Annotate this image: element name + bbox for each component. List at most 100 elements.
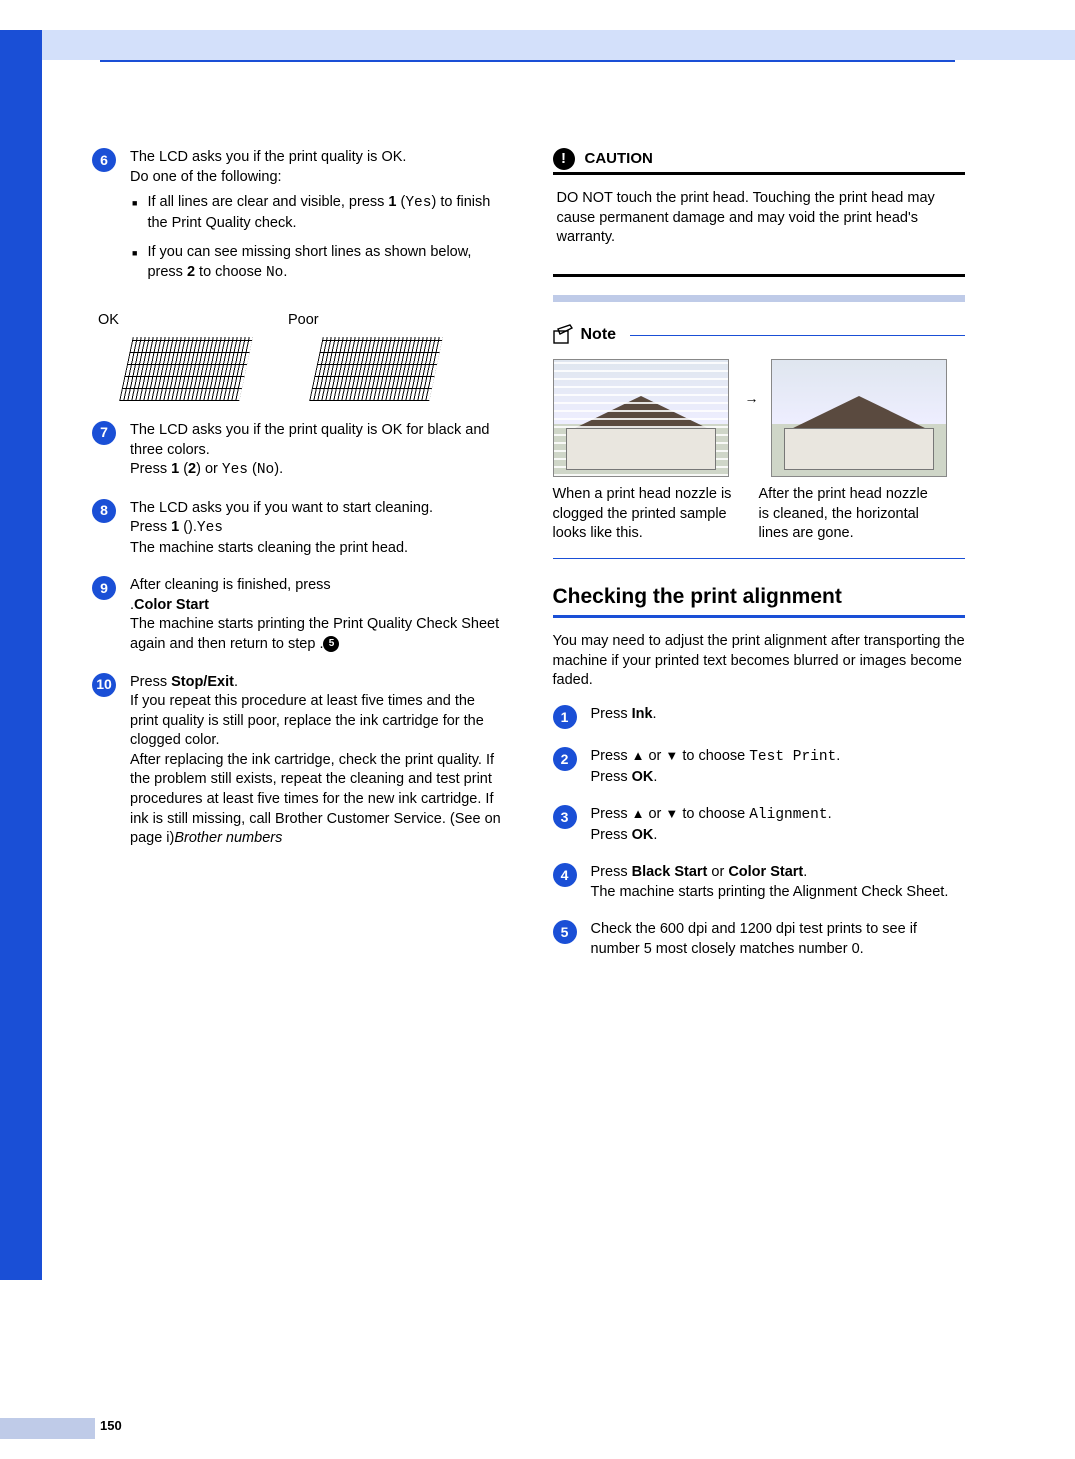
left-column: 6 The LCD asks you if the print quality …	[92, 148, 505, 978]
house-clean	[771, 359, 947, 477]
steps-7-10: 7 The LCD asks you if the print quality …	[92, 421, 505, 849]
step-line: Press ▲ or ▼ to choose Test Print.	[591, 747, 966, 768]
note-rule	[630, 335, 965, 336]
step-body: Press Stop/Exit.If you repeat this proce…	[130, 673, 505, 849]
step-line: Press 1 (2) or Yes (No).	[130, 460, 505, 481]
step-line: The machine starts cleaning the print he…	[130, 539, 505, 559]
caution-title: CAUTION	[585, 149, 653, 169]
note-caption-left: When a print head nozzle is clogged the …	[553, 485, 733, 544]
step-line: The LCD asks you if the print quality is…	[130, 421, 505, 460]
step-number: 3	[553, 805, 577, 829]
step-line: Press ▲ or ▼ to choose Alignment.	[591, 805, 966, 826]
step-number: 9	[92, 576, 116, 600]
step-line: Press Black Start or Color Start.	[591, 863, 966, 883]
step-body: Press Ink.	[591, 705, 966, 725]
align-step-4: 4 Press Black Start or Color Start.The m…	[553, 863, 966, 902]
caution-box: ! CAUTION DO NOT touch the print head. T…	[553, 148, 966, 277]
poor-label: Poor	[288, 311, 478, 331]
step-line: If you repeat this procedure at least fi…	[130, 692, 505, 751]
section-heading: Checking the print alignment	[553, 583, 966, 618]
lcd-value: Yes	[405, 195, 431, 211]
ok-pattern	[119, 337, 253, 401]
step-number: 5	[553, 920, 577, 944]
ok-sample: OK	[98, 311, 288, 401]
step-6: 6 The LCD asks you if the print quality …	[92, 148, 505, 293]
step-line: .Color Start	[130, 596, 505, 616]
poor-pattern	[309, 337, 443, 401]
ok-label: OK	[98, 311, 288, 331]
step-number: 4	[553, 863, 577, 887]
step-line: Check the 600 dpi and 1200 dpi test prin…	[591, 920, 966, 959]
step-line: The machine starts printing the Print Qu…	[130, 615, 505, 654]
step-line: Press Stop/Exit.	[130, 673, 505, 693]
step-line: Press Ink.	[591, 705, 966, 725]
key-2: 2	[187, 264, 195, 280]
key-1: 1	[388, 194, 396, 210]
text: .	[283, 264, 287, 280]
note-captions: When a print head nozzle is clogged the …	[553, 485, 966, 544]
note-caption-right: After the print head nozzle is cleaned, …	[759, 485, 939, 544]
step-body: After cleaning is finished, press .Color…	[130, 576, 505, 654]
step-8: 8 The LCD asks you if you want to start …	[92, 499, 505, 559]
page: 6 The LCD asks you if the print quality …	[0, 0, 1075, 1459]
align-step-2: 2 Press ▲ or ▼ to choose Test Print.Pres…	[553, 747, 966, 787]
note-images: →	[553, 359, 966, 477]
step-9: 9 After cleaning is finished, press .Col…	[92, 576, 505, 654]
step-body: The LCD asks you if the print quality is…	[130, 421, 505, 481]
page-number: 150	[100, 1417, 122, 1435]
step-number: 2	[553, 747, 577, 771]
step-7: 7 The LCD asks you if the print quality …	[92, 421, 505, 481]
divider-shade	[553, 295, 966, 302]
caution-body: DO NOT touch the print head. Touching th…	[553, 189, 966, 264]
bullet-item: If all lines are clear and visible, pres…	[132, 193, 505, 233]
step-body: Press Black Start or Color Start.The mac…	[591, 863, 966, 902]
step-number: 1	[553, 705, 577, 729]
step-text: Do one of the following:	[130, 168, 505, 188]
step-number: 7	[92, 421, 116, 445]
align-step-5: 5 Check the 600 dpi and 1200 dpi test pr…	[553, 920, 966, 959]
step-number: 10	[92, 673, 116, 697]
step-line: Press OK.	[591, 768, 966, 788]
note-end-rule	[553, 558, 966, 559]
note-pencil-icon	[553, 324, 573, 344]
align-step-1: 1 Press Ink.	[553, 705, 966, 729]
right-column: ! CAUTION DO NOT touch the print head. T…	[553, 148, 966, 978]
step-body: Press ▲ or ▼ to choose Test Print.Press …	[591, 747, 966, 787]
note-image-clogged	[553, 359, 733, 477]
step-line: The machine starts printing the Alignmen…	[591, 883, 966, 903]
arrow-right-icon: →	[743, 389, 761, 448]
bullet-list: If all lines are clear and visible, pres…	[132, 193, 505, 283]
step-body: The LCD asks you if you want to start cl…	[130, 499, 505, 559]
house-banded	[553, 359, 729, 477]
note-image-clean	[771, 359, 951, 477]
note-title: Note	[581, 324, 617, 346]
align-step-3: 3 Press ▲ or ▼ to choose Alignment.Press…	[553, 805, 966, 845]
lcd-value: No	[266, 265, 283, 281]
alignment-steps: 1 Press Ink. 2 Press ▲ or ▼ to choose Te…	[553, 705, 966, 960]
step-number: 8	[92, 499, 116, 523]
step-line: Press 1 ().Yes	[130, 518, 505, 539]
ok-poor-samples: OK Poor	[98, 311, 505, 401]
step-ref-icon: 5	[323, 636, 339, 652]
bullet-item: If you can see missing short lines as sh…	[132, 243, 505, 283]
columns: 6 The LCD asks you if the print quality …	[0, 0, 1075, 978]
step-body: Check the 600 dpi and 1200 dpi test prin…	[591, 920, 966, 959]
step-10: 10 Press Stop/Exit.If you repeat this pr…	[92, 673, 505, 849]
step-line: After cleaning is finished, press	[130, 576, 505, 596]
step-line: Press OK.	[591, 826, 966, 846]
note-header: Note	[553, 324, 966, 346]
page-number-bar	[0, 1418, 95, 1439]
caution-icon: !	[553, 148, 575, 170]
caution-bottom-rule	[553, 274, 966, 277]
step-number: 6	[92, 148, 116, 172]
step-line: The LCD asks you if you want to start cl…	[130, 499, 505, 519]
text: to choose	[195, 264, 266, 280]
step-line: After replacing the ink cartridge, check…	[130, 751, 505, 849]
step-body: Press ▲ or ▼ to choose Alignment.Press O…	[591, 805, 966, 845]
caution-header: ! CAUTION	[553, 148, 966, 175]
step-text: The LCD asks you if the print quality is…	[130, 148, 505, 168]
step-body: The LCD asks you if the print quality is…	[130, 148, 505, 293]
text: If all lines are clear and visible, pres…	[147, 194, 388, 210]
section-intro: You may need to adjust the print alignme…	[553, 632, 966, 691]
poor-sample: Poor	[288, 311, 478, 401]
